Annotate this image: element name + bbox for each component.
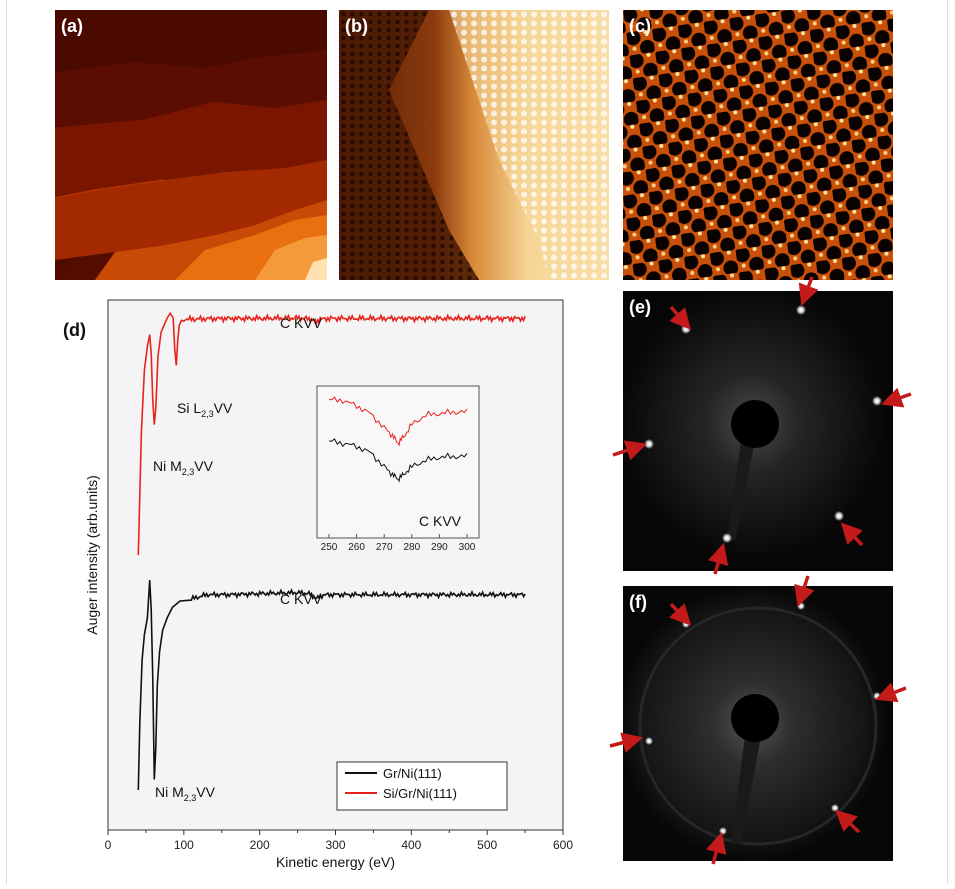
plot-area (107, 299, 564, 831)
inset-label: C KVV (419, 513, 462, 529)
stm-image-c: (c) (623, 10, 893, 280)
stm-step-graphic (339, 10, 609, 280)
x-axis-label: Kinetic energy (eV) (276, 854, 395, 870)
stm-image-b: (b) (339, 10, 609, 280)
peak-annotation: C KVV (280, 315, 323, 331)
inset-tick-label: 250 (321, 542, 338, 553)
x-tick-label: 500 (477, 838, 497, 852)
inset-tick-label: 260 (348, 542, 365, 553)
legend-label: Si/Gr/Ni(111) (383, 786, 457, 801)
figure-frame (6, 0, 948, 884)
x-tick-label: 0 (105, 838, 112, 852)
inset-box (316, 385, 480, 539)
peak-annotation: Ni M2,3VV (155, 784, 216, 803)
x-tick-label: 300 (325, 838, 345, 852)
leed-pattern-e: (e) (623, 291, 893, 571)
leed-pattern-f: (f) (623, 586, 893, 861)
panel-label-f: (f) (629, 592, 647, 612)
panel-label-d: (d) (63, 320, 86, 340)
peak-annotation: Si L2,3VV (177, 400, 233, 419)
panel-label-c: (c) (629, 16, 651, 36)
stm-image-a: (a) (55, 10, 327, 280)
inset-tick-label: 270 (376, 542, 393, 553)
auger-chart: 0 100 200 300 400 500 600 Kinetic energy (eV) Au… (63, 299, 573, 870)
leed-f-graphic (623, 586, 893, 861)
legend-box (336, 761, 508, 811)
legend-label: Gr/Ni(111) (383, 766, 442, 781)
inset-tick-label: 300 (459, 542, 476, 553)
peak-annotation: Ni M2,3VV (153, 458, 214, 477)
peak-annotation: C KVV (280, 591, 323, 607)
x-tick-label: 600 (553, 838, 573, 852)
inset-series-line (329, 396, 468, 447)
panel-label-a: (a) (61, 16, 83, 36)
x-tick-label: 100 (174, 838, 194, 852)
leed-e-graphic (623, 291, 893, 571)
inset-tick-label: 280 (403, 542, 420, 553)
auger-spectra-panel: 0 100 200 300 400 500 600 Kinetic energy (eV) Au… (55, 290, 620, 884)
y-axis-label: Auger intensity (arb.units) (84, 475, 100, 635)
panel-label-e: (e) (629, 297, 651, 317)
stm-terraces-graphic (55, 10, 327, 280)
inset-tick-label: 290 (431, 542, 448, 553)
series-line (137, 579, 526, 791)
x-tick-label: 400 (401, 838, 421, 852)
x-tick-label: 200 (250, 838, 270, 852)
series-line (137, 311, 526, 556)
stm-honeycomb-graphic (623, 10, 893, 280)
inset-series-line (328, 438, 468, 483)
panel-label-b: (b) (345, 16, 368, 36)
